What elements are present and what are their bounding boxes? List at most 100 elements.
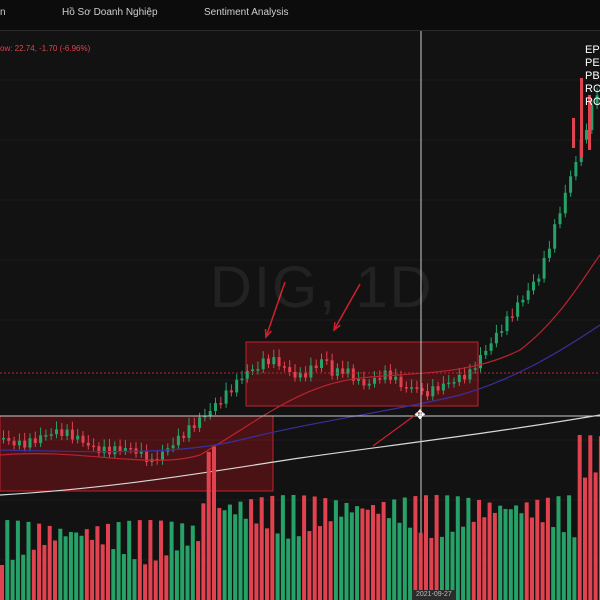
volume-bar (561, 532, 566, 600)
candle-body (224, 390, 228, 404)
candle-body (187, 425, 191, 438)
volume-bar (302, 495, 307, 600)
ratio-pb: PB (585, 70, 600, 82)
candle-body (505, 316, 509, 332)
moving-average-mid (0, 324, 600, 453)
consolidation-box-right (245, 341, 479, 407)
candle-body (436, 386, 440, 391)
volume-bar (259, 497, 264, 600)
candle-body (229, 390, 233, 393)
volume-bar (26, 521, 31, 600)
tab-company-profile[interactable]: Hồ Sơ Doanh Nghiệp (62, 7, 158, 18)
candle-body (60, 429, 64, 436)
candle-body (341, 368, 345, 374)
candle-body (288, 367, 292, 372)
candle-body (595, 95, 599, 106)
chart-canvas[interactable] (0, 31, 600, 600)
tab-overview[interactable]: n (0, 7, 6, 18)
volume-bar (424, 495, 428, 600)
candle-body (563, 192, 567, 214)
volume-bar (508, 509, 513, 600)
volume-bar (450, 531, 455, 600)
volume-bar (503, 508, 508, 600)
volume-bar (63, 536, 68, 600)
volume-bar (360, 508, 365, 600)
candle-body (335, 368, 339, 376)
volume-bar (254, 523, 259, 600)
candle-body (447, 382, 451, 385)
volume-bar (349, 512, 354, 600)
candle-body (426, 391, 429, 397)
volume-bar (588, 435, 593, 600)
volume-bar (376, 513, 381, 600)
move-cursor-icon: ✥ (414, 407, 426, 422)
trend-line (372, 409, 423, 447)
volume-bar (545, 497, 550, 600)
volume-bar (222, 510, 227, 600)
candle-body (537, 278, 541, 282)
volume-bar (243, 518, 248, 600)
candle-body (267, 358, 270, 365)
candle-body (277, 357, 281, 367)
candle-body (272, 357, 276, 365)
volume-bar (31, 549, 36, 600)
candle-body (473, 368, 477, 370)
candle-body (92, 445, 96, 448)
annotation-arrow-1-head (264, 328, 272, 339)
symbol-watermark: DIG, 1D (210, 255, 434, 320)
candle-body (351, 368, 355, 381)
volume-bar (5, 520, 10, 600)
candle-body (182, 435, 186, 438)
candle-body (484, 350, 488, 356)
volume-bar (339, 516, 344, 600)
candle-body (65, 429, 69, 436)
candle-body (479, 355, 482, 369)
candle-body (325, 359, 329, 361)
candle-body (256, 369, 260, 371)
volume-bar (530, 517, 534, 600)
candle-body (192, 425, 196, 428)
candle-body (198, 417, 202, 428)
volume-bar (535, 499, 540, 600)
volume-bar (572, 537, 577, 600)
volume-bar (68, 532, 73, 600)
volume-bar (318, 526, 322, 600)
volume-bar (556, 496, 561, 600)
candle-body (214, 403, 217, 412)
volume-bar (429, 537, 434, 600)
volume-bar (153, 560, 158, 600)
candle-body (309, 365, 313, 378)
candle-body (415, 387, 419, 389)
candle-body (76, 435, 80, 440)
volume-bar (482, 517, 487, 600)
candle-body (489, 343, 493, 351)
candle-body (28, 438, 32, 448)
crosshair-date-label: 2021-09-27 (412, 590, 456, 600)
candle-body (580, 78, 583, 158)
volume-bar (106, 523, 110, 600)
candle-body (17, 440, 21, 446)
candle-body (240, 378, 244, 381)
volume-bar (37, 523, 42, 600)
volume-bar (137, 520, 142, 600)
volume-bar (567, 495, 572, 600)
volume-bar (371, 504, 375, 600)
candle-body (399, 376, 403, 388)
candle-body (346, 368, 350, 374)
candle-body (532, 281, 535, 291)
candle-body (404, 387, 408, 389)
candle-body (102, 446, 106, 454)
candle-body (357, 379, 361, 381)
volume-bar (233, 514, 238, 600)
candle-body (441, 383, 445, 391)
volume-bar (206, 451, 211, 600)
volume-bar (307, 531, 312, 600)
candle-body (261, 358, 265, 370)
price-chart[interactable] (0, 31, 600, 600)
candle-body (569, 176, 573, 193)
volume-bar (439, 536, 444, 600)
tab-sentiment-analysis[interactable]: Sentiment Analysis (204, 7, 289, 18)
candle-body (298, 372, 302, 378)
volume-bar (498, 505, 503, 600)
ratio-eps: EPS (585, 44, 600, 56)
